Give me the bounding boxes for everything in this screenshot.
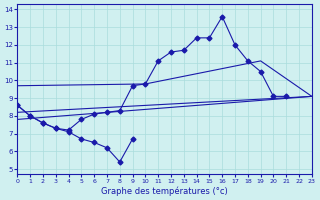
X-axis label: Graphe des températures (°c): Graphe des températures (°c) <box>101 186 228 196</box>
